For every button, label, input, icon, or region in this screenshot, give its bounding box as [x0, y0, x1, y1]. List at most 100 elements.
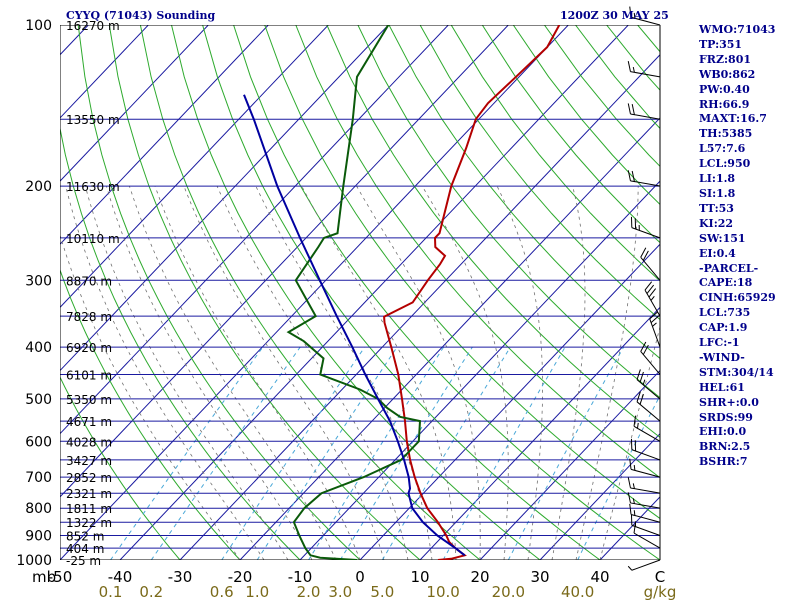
isotherm-line: [60, 25, 509, 498]
wind-barbs: [627, 6, 661, 571]
wind-barb-flag: [629, 458, 632, 470]
isotherm-line: [60, 25, 269, 245]
dry-adiabat-line: [450, 25, 660, 282]
wind-barb-staff: [633, 532, 661, 549]
wind-barb-flag: [627, 477, 631, 489]
dry-adiabat-line: [202, 25, 601, 560]
mixing-unit-label: g/kg: [644, 583, 677, 600]
wind-barb-flag: [629, 503, 632, 515]
mixing-ratio-label: 5.0: [370, 583, 394, 600]
height-label: 1322 m: [66, 516, 112, 530]
sounding-timestamp: 1200Z 30 MAY 25: [560, 9, 669, 22]
wind-barb-half: [632, 66, 635, 73]
height-label: 4028 m: [66, 435, 112, 449]
indices-panel: WMO:71043 TP:351 FRZ:801 WB0:862 PW:0.40 RH:6…: [699, 23, 800, 470]
isotherm-line: [539, 432, 660, 560]
temperature-tick-label: -30: [168, 568, 193, 586]
pressure-tick-label: 800: [25, 501, 52, 517]
isotherm-line: [359, 243, 660, 560]
temperature-tick-label: 0: [355, 568, 365, 586]
wind-barb-half: [652, 322, 657, 327]
moist-adiabat-line: [84, 185, 289, 560]
wind-barb-half: [627, 565, 633, 571]
index-item: WMO:71043: [699, 23, 776, 36]
height-label: 11630 m: [66, 180, 120, 194]
pressure-tick-label: 700: [25, 470, 52, 486]
mixing-ratio-label: 0.6: [210, 583, 234, 600]
index-item: LCL:735: [699, 306, 751, 320]
index-item: EHI:0.0: [699, 425, 747, 439]
index-item: TH:5385: [699, 127, 753, 141]
isotherm-line: [419, 306, 660, 560]
wind-barb-flag: [639, 371, 644, 383]
isotherm-line: [479, 369, 660, 560]
height-label: 852 m: [66, 530, 104, 544]
mixing-ratio-label: 10.0: [426, 583, 459, 600]
wind-barb-staff: [630, 180, 661, 187]
index-item: FRZ:801: [699, 52, 752, 66]
wind-barb-half: [642, 379, 646, 385]
wind-barb-flag: [644, 281, 653, 291]
mixing-ratio-label: 0.1: [99, 583, 123, 600]
index-item: RH:66.9: [699, 97, 750, 111]
wind-barb-staff: [636, 379, 661, 400]
wind-barb-staff: [630, 71, 661, 78]
index-item: BSHR:7: [699, 455, 748, 469]
wind-barb-half: [632, 498, 635, 504]
dry-adiabat-line: [77, 25, 361, 560]
wind-barb-half: [633, 510, 636, 516]
dry-adiabat-line: [108, 25, 421, 560]
height-label: 8870 m: [66, 274, 112, 288]
moist-adiabat-line: [255, 185, 433, 560]
isotherm-line: [60, 25, 569, 560]
isotherm-line: [239, 117, 660, 560]
index-item: WB0:862: [699, 67, 756, 81]
wind-barb-flag: [642, 250, 649, 261]
dry-adiabat-line: [388, 25, 660, 360]
dry-adiabat-line: [171, 25, 541, 560]
wind-barb-flag: [636, 369, 641, 380]
isotherm-line: [119, 25, 629, 560]
parcel-line: [243, 94, 466, 557]
index-item: BRN:2.5: [699, 440, 751, 454]
temperature-tick-label: C: [655, 568, 665, 586]
wind-barb-staff: [631, 449, 661, 461]
wind-barb-flag: [633, 415, 637, 427]
dry-adiabat-line: [264, 25, 660, 520]
pressure-tick-label: 200: [25, 179, 52, 195]
wind-barb-flag: [648, 288, 657, 298]
wind-barb-staff: [631, 524, 661, 536]
height-label: 13550 m: [66, 113, 120, 127]
index-item: SHR+:0.0: [699, 395, 759, 409]
wind-barb-flag: [629, 6, 632, 18]
pressure-tick-label: 300: [25, 273, 52, 289]
mixing-ratio-label: 3.0: [328, 583, 352, 600]
wind-barb-staff: [630, 16, 661, 26]
wind-barb-staff: [631, 559, 661, 571]
temperature-tick-label: 40: [590, 568, 609, 586]
index-item: CAPE:18: [699, 276, 753, 290]
dry-adiabat-line: [295, 25, 660, 479]
wind-barb-flag: [627, 492, 631, 504]
mixing-ratio-label: 0.2: [139, 583, 163, 600]
mixing-ratio-label: 20.0: [492, 583, 525, 600]
height-label: 6101 m: [66, 368, 112, 382]
wind-barb-flag: [631, 170, 635, 182]
wind-barb-staff: [644, 289, 661, 317]
wind-barb-staff: [633, 425, 661, 442]
isotherm-line: [60, 25, 329, 309]
moist-adiabat-line: [183, 185, 385, 560]
height-label: 10110 m: [66, 232, 120, 246]
wind-barb-staff: [640, 351, 661, 375]
wind-barb-half: [633, 464, 636, 471]
dry-adiabat-line: [139, 25, 481, 560]
temperature-tick-label: 20: [470, 568, 489, 586]
height-label: 404 m: [66, 542, 104, 556]
isotherm-line: [60, 25, 209, 182]
dry-adiabat-line: [233, 25, 660, 560]
index-item: L57:7.6: [699, 142, 746, 156]
index-item: TT:53: [699, 201, 734, 215]
wind-barb-flag: [646, 284, 655, 294]
index-item: SI:1.8: [699, 186, 736, 200]
temperature-tick-label: 30: [530, 568, 549, 586]
